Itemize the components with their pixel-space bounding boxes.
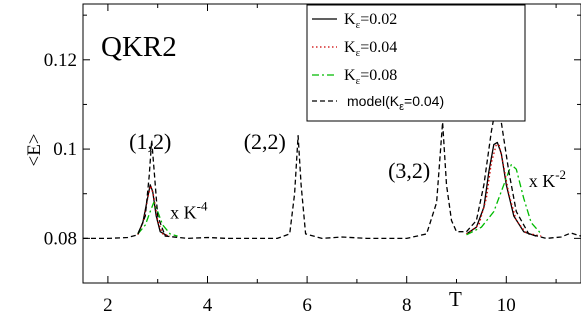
annotation-2: (3,2) (388, 158, 430, 183)
legend-label-subscript: ε (356, 47, 361, 59)
annotation-4: x K-4 (170, 198, 208, 222)
x-tick-label-2: 6 (302, 295, 312, 316)
legend-label-rest: =0.08 (360, 67, 397, 84)
y-axis-label: <E> (24, 133, 45, 166)
legend-label-main: model(K (347, 93, 400, 109)
annotation-text: x K (170, 202, 197, 222)
y-axis: 0.08 0.1 0.12 (44, 14, 581, 284)
legend-box (306, 4, 526, 122)
legend-label-model-k-0-04: model(Kε=0.04) (347, 93, 444, 113)
y-tick-label-2: 0.12 (44, 50, 77, 71)
x-tick-label-3: 8 (402, 295, 412, 316)
series-line-k-0-02-0 (137, 184, 169, 237)
x-tick-label-0: 2 (103, 295, 113, 316)
legend-label-rest: =0.04 (360, 39, 397, 56)
series-line-k-0-04-0 (137, 185, 171, 237)
legend-label-rest: =0.02 (360, 11, 397, 28)
legend-label-main: K (344, 67, 356, 84)
chart-title: QKR2 (101, 31, 177, 63)
y-tick-label-1: 0.1 (53, 139, 77, 160)
legend-label-rest: =0.04) (404, 93, 444, 109)
series-line-k-0-08-1 (466, 164, 542, 236)
annotation-superscript: -2 (555, 167, 566, 182)
legend-label-k-0-04: Kε=0.04 (344, 39, 397, 59)
annotation-1: (2,2) (244, 129, 286, 154)
series-line-model-k-0-04-0 (83, 103, 581, 240)
legend-label-main: K (344, 11, 356, 28)
legend-label-subscript: ε (356, 19, 361, 31)
annotation-text: (2,2) (244, 129, 286, 154)
x-tick-label-4: 10 (497, 295, 516, 316)
annotation-5: x K-2 (529, 167, 566, 191)
series-line-k-0-04-1 (466, 143, 542, 237)
legend-label-main: K (344, 39, 356, 56)
annotation-text: (3,2) (388, 158, 430, 183)
annotation-superscript: -4 (197, 198, 208, 213)
annotation-text: (1,2) (129, 129, 171, 154)
x-axis-label: T (449, 287, 462, 311)
x-tick-label-1: 4 (203, 295, 213, 316)
plot-frame (82, 3, 581, 284)
legend-label-k-0-02: Kε=0.02 (344, 11, 397, 31)
legend-label-subscript: ε (399, 101, 404, 113)
annotation-text: x K (529, 171, 556, 191)
series-line-k-0-02-1 (466, 141, 537, 237)
legend-label-k-0-08: Kε=0.08 (344, 67, 397, 87)
y-tick-label-0: 0.08 (44, 228, 77, 249)
x-axis: 2 4 6 8 10 (103, 4, 557, 316)
legend-label-subscript: ε (356, 75, 361, 87)
annotation-0: (1,2) (129, 129, 171, 154)
series-line-k-0-08-0 (137, 201, 178, 237)
